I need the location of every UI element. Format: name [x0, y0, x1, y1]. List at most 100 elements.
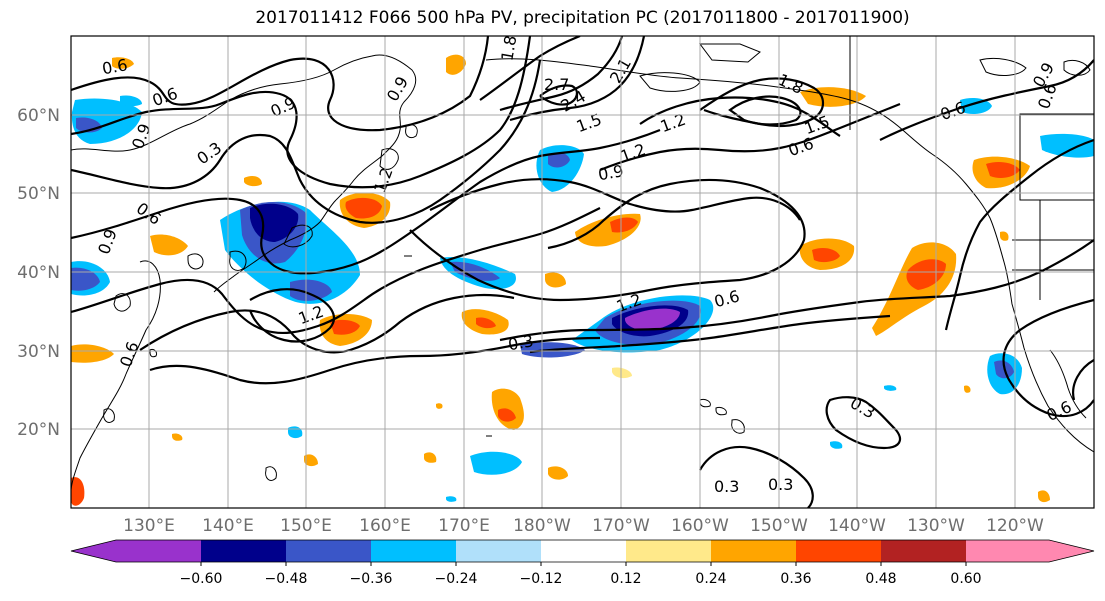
colorbar-outline	[70, 539, 1095, 563]
lon-label: 140°E	[202, 516, 254, 536]
precip-positive-region	[612, 367, 632, 379]
pv-contour	[879, 59, 1094, 141]
coastline	[849, 36, 1094, 201]
contour-label: 0.6	[101, 55, 129, 78]
lon-label: 130°W	[907, 516, 965, 536]
pv-contour	[149, 336, 601, 385]
colorbar-swatch	[711, 540, 797, 562]
lon-label: 140°W	[828, 516, 886, 536]
pv-contour	[429, 178, 801, 221]
precip-negative-region	[71, 98, 142, 144]
colorbar-extend-high	[1049, 540, 1094, 562]
colorbar-tick-label: −0.60	[180, 571, 223, 587]
precip-negative-region	[884, 385, 897, 391]
colorbar-swatch	[371, 540, 457, 562]
coastline	[1049, 349, 1087, 419]
precip-positive-region	[498, 408, 516, 422]
precip-positive-region	[610, 217, 638, 233]
coastline	[715, 407, 727, 416]
coastline	[149, 349, 157, 358]
precip-negative-region	[120, 95, 142, 107]
precip-positive-region	[172, 433, 183, 441]
coastline	[485, 58, 1094, 453]
coastline	[213, 199, 337, 293]
precip-positive-region	[112, 57, 134, 69]
map-title: 2017011412 F066 500 hPa PV, precipitatio…	[255, 8, 910, 28]
contour-label: 0.9	[597, 161, 625, 184]
coastline	[113, 293, 131, 312]
pv-contour	[944, 138, 1094, 331]
colorbar-swatch	[286, 540, 372, 562]
contour-label: 1.8	[497, 34, 520, 62]
latitude-labels: 60°N 50°N 40°N 30°N 20°N	[17, 106, 60, 440]
precip-negative-region	[830, 441, 843, 449]
coastline	[103, 408, 115, 423]
colorbar-tick-label: −0.48	[265, 571, 308, 587]
lon-label: 160°E	[359, 516, 411, 536]
lon-label: 180°W	[513, 516, 571, 536]
precip-positive-region	[964, 385, 971, 393]
coastline	[125, 260, 161, 375]
colorbar-tick-label: −0.12	[520, 571, 563, 587]
coastline	[1012, 200, 1094, 300]
colorbar-swatch	[541, 540, 627, 562]
precip-positive-region	[424, 452, 437, 463]
pv-contour	[71, 207, 601, 335]
precip-positive-region	[1038, 490, 1050, 503]
colorbar-swatch	[115, 540, 202, 562]
colorbar-tick-label: 0.36	[780, 571, 811, 587]
pv-contour	[825, 396, 902, 450]
longitude-labels: 130°E 140°E 150°E 160°E 170°E 180°W 170°…	[123, 516, 1044, 536]
pv-contours	[71, 36, 1094, 508]
precip-negative-region	[625, 308, 680, 331]
colorbar-extend-low	[71, 540, 116, 562]
lat-label: 60°N	[17, 106, 60, 126]
precip-positive-region	[150, 234, 188, 256]
precip-negative-region	[290, 279, 332, 301]
precip-negative-region	[446, 496, 457, 502]
lon-label: 150°W	[750, 516, 808, 536]
colorbar-swatch	[626, 540, 712, 562]
precip-positive-region	[1000, 231, 1009, 241]
precip-positive-region	[548, 466, 568, 480]
pv-contour	[1002, 298, 1094, 418]
coastline	[229, 250, 247, 271]
precip-positive-region	[304, 454, 318, 467]
precip-negative-region	[71, 267, 100, 291]
coastline	[731, 419, 745, 434]
lon-label: 120°W	[986, 516, 1044, 536]
colorbar-swatch	[201, 540, 287, 562]
pv-contour	[248, 288, 335, 343]
coastline	[283, 224, 313, 248]
pv-contour	[1072, 359, 1094, 401]
precip-positive-region	[476, 317, 496, 329]
coastline	[71, 54, 417, 201]
pv-contour	[499, 239, 1094, 342]
map-frame	[70, 35, 1095, 509]
coastline	[404, 255, 492, 437]
graticule	[71, 36, 1094, 508]
colorbar: −0.60 −0.48 −0.36 −0.24 −0.12 0.12 0.24 …	[70, 539, 1095, 587]
precip-positive-region	[812, 248, 840, 263]
lon-label: 170°W	[592, 516, 650, 536]
lon-label: 130°E	[123, 516, 175, 536]
colorbar-tick-label: 0.24	[695, 571, 726, 587]
coastline	[187, 253, 204, 270]
precip-positive-region	[345, 197, 382, 219]
coastlines	[71, 36, 1094, 491]
colorbar-swatch	[881, 540, 967, 562]
lon-label: 160°W	[671, 516, 729, 536]
precip-negative-region	[470, 451, 522, 475]
coastline	[265, 466, 277, 481]
lat-label: 20°N	[17, 420, 60, 440]
precip-positive-region	[446, 54, 466, 75]
pv-contour	[728, 95, 802, 126]
pv-contour	[71, 36, 490, 132]
pv-contour	[479, 36, 581, 101]
lat-label: 30°N	[17, 342, 60, 362]
precip-positive-region	[436, 403, 443, 409]
coastline	[699, 43, 761, 63]
precip-negative-region	[1040, 133, 1094, 158]
colorbar-tick-label: −0.24	[435, 571, 478, 587]
colorbar-tick-label: 0.48	[865, 571, 896, 587]
